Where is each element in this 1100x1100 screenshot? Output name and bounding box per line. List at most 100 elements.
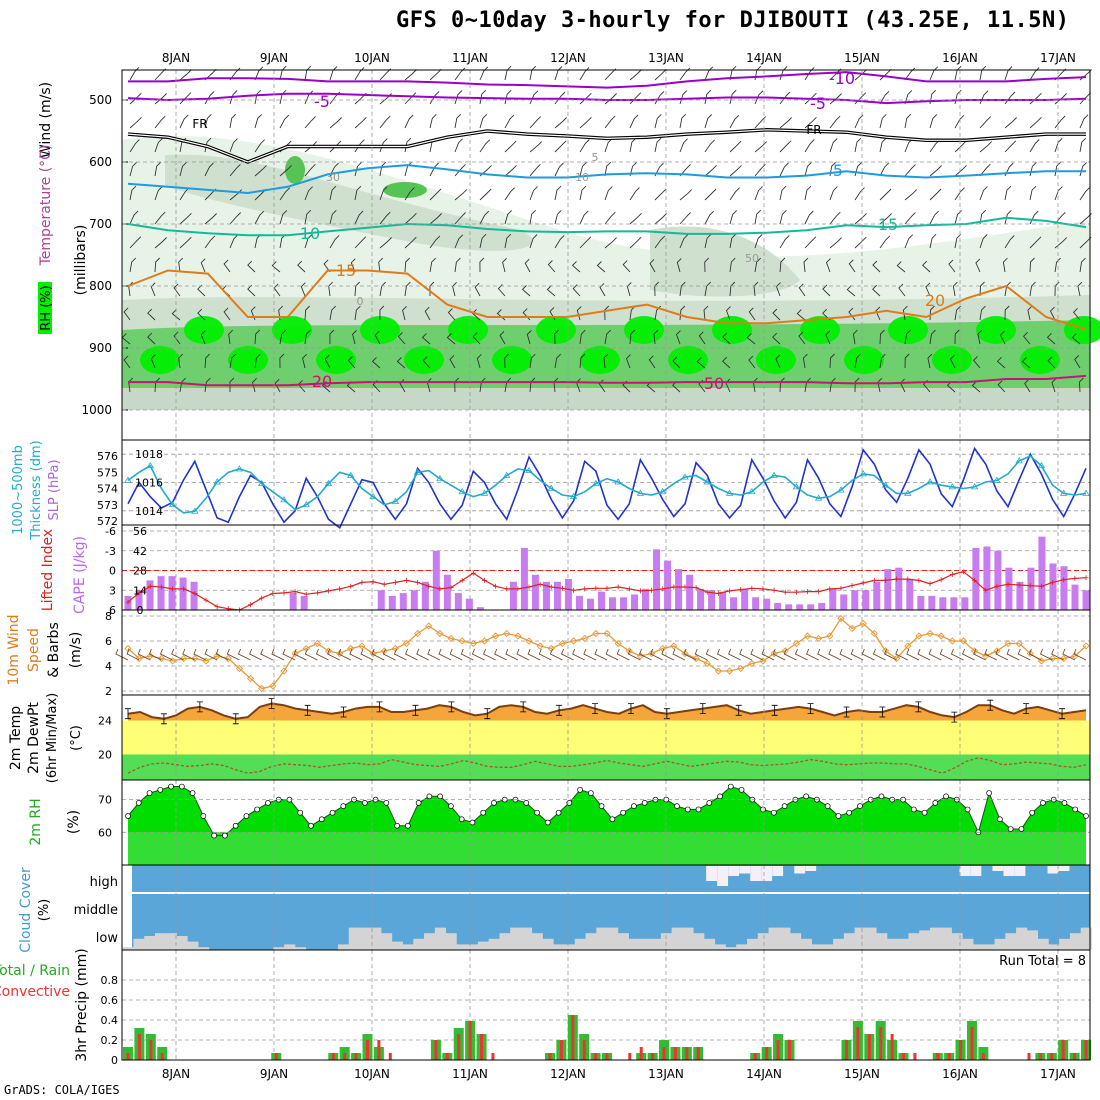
- thickness-marker: [525, 466, 533, 474]
- wind-barb: [1004, 235, 1015, 249]
- thickness-ytick-label: 576: [97, 450, 118, 463]
- wind-barb: [454, 164, 466, 177]
- contour-label: -5: [810, 94, 826, 113]
- wind-barb: [178, 257, 184, 273]
- wind-barb: [999, 330, 1006, 345]
- cape-bar: [774, 602, 782, 610]
- cape-bar: [840, 594, 848, 610]
- wind-speed-marker: [558, 639, 567, 648]
- wind-barb: [529, 353, 536, 369]
- wind-barb: [829, 237, 842, 249]
- wind-barb: [929, 329, 936, 345]
- wind-barb: [804, 116, 817, 129]
- wind-barb: [579, 92, 592, 105]
- rh2m-marker: [125, 813, 131, 819]
- wind-barb: [754, 90, 764, 105]
- cape-bar: [752, 597, 760, 610]
- wind-barb: [129, 161, 137, 177]
- wind-barb: [1004, 185, 1012, 201]
- wind-barb: [554, 353, 562, 369]
- surface-wind-barb: [1040, 648, 1053, 661]
- precip-convective-bar: [787, 1040, 791, 1060]
- lifted-index-marker: [504, 586, 510, 592]
- wind-barb: [979, 116, 992, 129]
- wind-barb: [304, 329, 311, 345]
- wind-barb: [379, 211, 391, 225]
- wind-barb: [154, 93, 167, 105]
- wind-speed-marker: [1015, 639, 1023, 648]
- wind-barb: [229, 212, 242, 225]
- lifted-index-marker: [894, 576, 900, 582]
- wind-barb: [798, 331, 806, 345]
- lifted-index-marker: [816, 589, 822, 595]
- cape-bar: [289, 593, 297, 610]
- rh2m-marker: [308, 822, 314, 829]
- wind-barb: [579, 329, 586, 345]
- rh2m-marker: [318, 816, 325, 823]
- temperature-errorbar: [196, 701, 203, 713]
- wind-speed-marker: [670, 642, 678, 650]
- wind-barb: [979, 305, 986, 321]
- precip-convective-bar: [274, 1053, 278, 1060]
- rh2m-marker: [265, 800, 271, 806]
- wind-barb: [204, 91, 215, 105]
- wind-barb: [399, 379, 406, 393]
- surface-wind-barb: [939, 648, 953, 661]
- cloud-high-gap: [750, 866, 762, 881]
- surface-wind-barb: [471, 648, 485, 661]
- wind-barb: [925, 282, 931, 297]
- li-label: Lifted Index: [40, 529, 56, 611]
- wind-barb: [904, 329, 911, 345]
- wind-barb: [854, 353, 861, 369]
- wind-barb: [446, 333, 456, 345]
- wind-barb: [479, 257, 485, 273]
- cloud-low-fill: [531, 933, 543, 950]
- wind-barb: [679, 189, 693, 201]
- wind-barb: [904, 353, 910, 369]
- lifted-index-marker: [170, 586, 176, 592]
- wind-speed-marker: [681, 649, 689, 658]
- wind-speed-marker: [692, 654, 700, 663]
- wind-barb: [1021, 357, 1031, 369]
- wind-barb: [875, 306, 881, 321]
- wind-barb: [1029, 92, 1042, 105]
- temperature-errorbar: [627, 703, 634, 714]
- surface-wind-barb: [616, 648, 630, 661]
- precip-convective-bar: [149, 1040, 153, 1060]
- cloud-low-fill: [381, 933, 393, 950]
- surface-wind-barb: [561, 648, 574, 661]
- wind-barb: [499, 331, 506, 345]
- rh2m-ytick-label: 70: [98, 794, 112, 807]
- wind-barb: [798, 283, 806, 297]
- rh-blob-bright: [668, 346, 708, 374]
- wind-barb: [748, 307, 756, 321]
- lifted-index-marker: [259, 595, 265, 601]
- wind-barb: [904, 234, 914, 249]
- cloud-low-fill: [165, 933, 177, 950]
- wind-barb: [803, 257, 809, 273]
- rh2m-marker: [921, 809, 928, 816]
- wind-speed-marker: [1082, 642, 1090, 650]
- surface-wind-barb: [650, 648, 663, 661]
- wind-barb: [404, 114, 414, 129]
- rh2m-marker: [448, 803, 454, 810]
- wind-barb: [529, 141, 543, 153]
- rh2m-marker: [932, 800, 939, 806]
- rh-blob-bright: [844, 346, 884, 374]
- lifted-index-marker: [960, 569, 966, 575]
- rh-blob-bright: [140, 346, 180, 374]
- rh2m-marker: [469, 819, 476, 826]
- rh2m-marker: [297, 809, 304, 816]
- chart-title: GFS 0~10day 3-hourly for DJIBOUTI (43.25…: [396, 8, 1070, 33]
- surface-wind-barb: [638, 648, 652, 661]
- wind-barb: [754, 234, 763, 249]
- wind-barb: [554, 209, 562, 225]
- precip-convective-bar: [1050, 1053, 1054, 1060]
- wind-barb: [879, 353, 886, 369]
- wind-speed-marker: [491, 632, 500, 640]
- wind-barb: [529, 163, 541, 177]
- surface-wind-barb: [304, 648, 318, 661]
- precip-convective-bar: [959, 1040, 963, 1060]
- wind-barb: [954, 305, 961, 321]
- wind-barb: [879, 329, 885, 345]
